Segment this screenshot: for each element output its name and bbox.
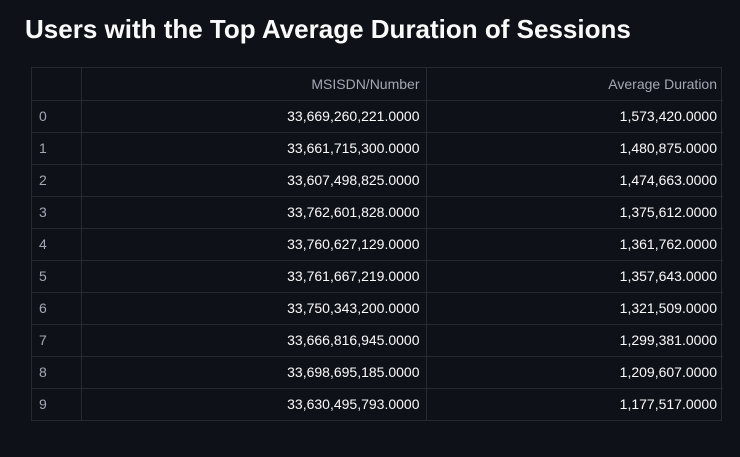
msisdn-cell[interactable]: 33,666,816,945.0000 [81,324,427,357]
average-duration-cell[interactable]: 1,209,607.0000 [426,356,723,389]
column-header-average-duration[interactable]: Average Duration [426,68,723,101]
page-title: Users with the Top Average Duration of S… [25,14,631,44]
row-index-cell[interactable]: 1 [32,132,82,165]
table-row: 1 33,661,715,300.0000 1,480,875.0000 [32,132,723,165]
data-table: MSISDN/Number Average Duration 0 33,669,2… [32,68,723,420]
average-duration-cell[interactable]: 1,321,509.0000 [426,292,723,325]
table-row: 0 33,669,260,221.0000 1,573,420.0000 [32,100,723,133]
msisdn-cell[interactable]: 33,750,343,200.0000 [81,292,427,325]
table-body: 0 33,669,260,221.0000 1,573,420.0000 1 33,66… [32,100,723,420]
average-duration-cell[interactable]: 1,177,517.0000 [619,396,717,413]
table-row: 5 33,761,667,219.0000 1,357,643.0000 [32,260,723,293]
table-row: 3 33,762,601,828.0000 1,375,612.0000 [32,196,723,229]
msisdn-cell[interactable]: 33,607,498,825.0000 [81,164,427,197]
row-index-cell[interactable]: 9 [32,388,82,420]
table-row: 4 33,760,627,129.0000 1,361,762.0000 [32,228,723,261]
average-duration-cell[interactable]: 1,375,612.0000 [426,196,723,229]
msisdn-cell[interactable]: 33,762,601,828.0000 [81,196,427,229]
msisdn-cell[interactable]: 33,669,260,221.0000 [81,100,427,133]
msisdn-cell[interactable]: 33,760,627,129.0000 [81,228,427,261]
msisdn-cell[interactable]: 33,630,495,793.0000 [81,388,427,420]
table-row: 6 33,750,343,200.0000 1,321,509.0000 [32,292,723,325]
table-row: 9 33,630,495,793.0000 1,177,517.0000 [32,388,723,420]
row-index-cell[interactable]: 8 [32,356,82,389]
row-index-cell[interactable]: 6 [32,292,82,325]
table-row: 2 33,607,498,825.0000 1,474,663.0000 [32,164,723,197]
msisdn-cell[interactable]: 33,761,667,219.0000 [81,260,427,293]
average-duration-cell[interactable]: 1,480,875.0000 [426,132,723,165]
average-duration-cell[interactable]: 1,361,762.0000 [426,228,723,261]
average-duration-cell[interactable]: 1,573,420.0000 [426,100,723,133]
average-duration-cell[interactable]: 1,299,381.0000 [426,324,723,357]
column-header-msisdn[interactable]: MSISDN/Number [81,68,427,101]
row-index-cell[interactable]: 5 [32,260,82,293]
table-row: 8 33,698,695,185.0000 1,209,607.0000 [32,356,723,389]
row-index-cell[interactable]: 3 [32,196,82,229]
row-index-cell[interactable]: 7 [32,324,82,357]
dataframe-table[interactable]: MSISDN/Number Average Duration 0 33,669,2… [31,67,723,421]
msisdn-cell[interactable]: 33,698,695,185.0000 [81,356,427,389]
table-header-row: MSISDN/Number Average Duration [32,68,723,101]
msisdn-cell[interactable]: 33,661,715,300.0000 [81,132,427,165]
row-index-cell[interactable]: 4 [32,228,82,261]
average-duration-cell[interactable]: 1,357,643.0000 [426,260,723,293]
index-header[interactable] [32,68,82,101]
table-row: 7 33,666,816,945.0000 1,299,381.0000 [32,324,723,357]
row-index-cell[interactable]: 2 [32,164,82,197]
average-duration-cell[interactable]: 1,474,663.0000 [426,164,723,197]
row-index-cell[interactable]: 0 [32,100,82,133]
